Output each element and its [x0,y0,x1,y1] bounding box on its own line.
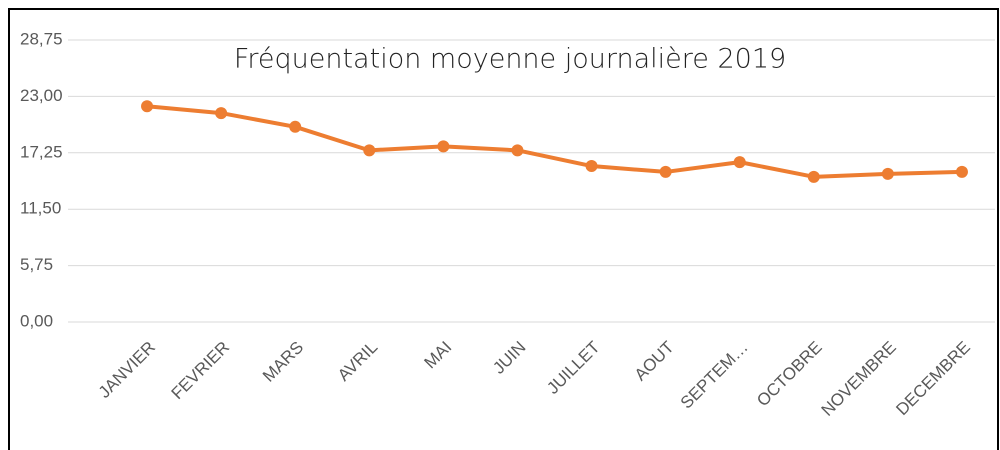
y-tick-label: 5,75 [20,255,53,274]
point [437,140,450,153]
x-tick-label: JANVIER [95,338,159,402]
point [289,120,302,133]
point [733,156,746,169]
x-tick-label: AVRIL [334,338,381,385]
line [146,104,963,179]
point [363,144,376,157]
x-tick-label: FEVRIER [168,338,234,404]
point [141,100,154,113]
point [881,167,894,180]
point [585,160,598,173]
point [955,165,968,178]
point [215,107,228,120]
y-tick-label: 17,25 [20,142,63,161]
x-tick-label: JUILLET [543,338,603,398]
x-tick-label: NOVEMBRE [818,338,900,420]
y-tick-label: 23,00 [20,86,63,105]
chart-title: Fréquentation moyenne journalière 2019 [234,44,786,75]
y-tick-label: 11,50 [20,199,61,218]
y-tick-label: 0,00 [20,311,53,330]
chart-frame [8,8,999,450]
point [511,144,524,157]
x-tick-label: DECEMBRE [892,338,974,420]
x-tick-label: SEPTEM… [677,338,752,413]
x-tick-label: AOUT [631,338,678,385]
x-tick-label: MARS [259,338,307,386]
point [807,170,820,183]
point [659,165,672,178]
x-tick-label: OCTOBRE [753,338,826,411]
x-tick-label: JUIN [489,338,529,378]
x-tick-label: MAI [421,338,456,373]
y-tick-label: 28,75 [20,29,63,48]
